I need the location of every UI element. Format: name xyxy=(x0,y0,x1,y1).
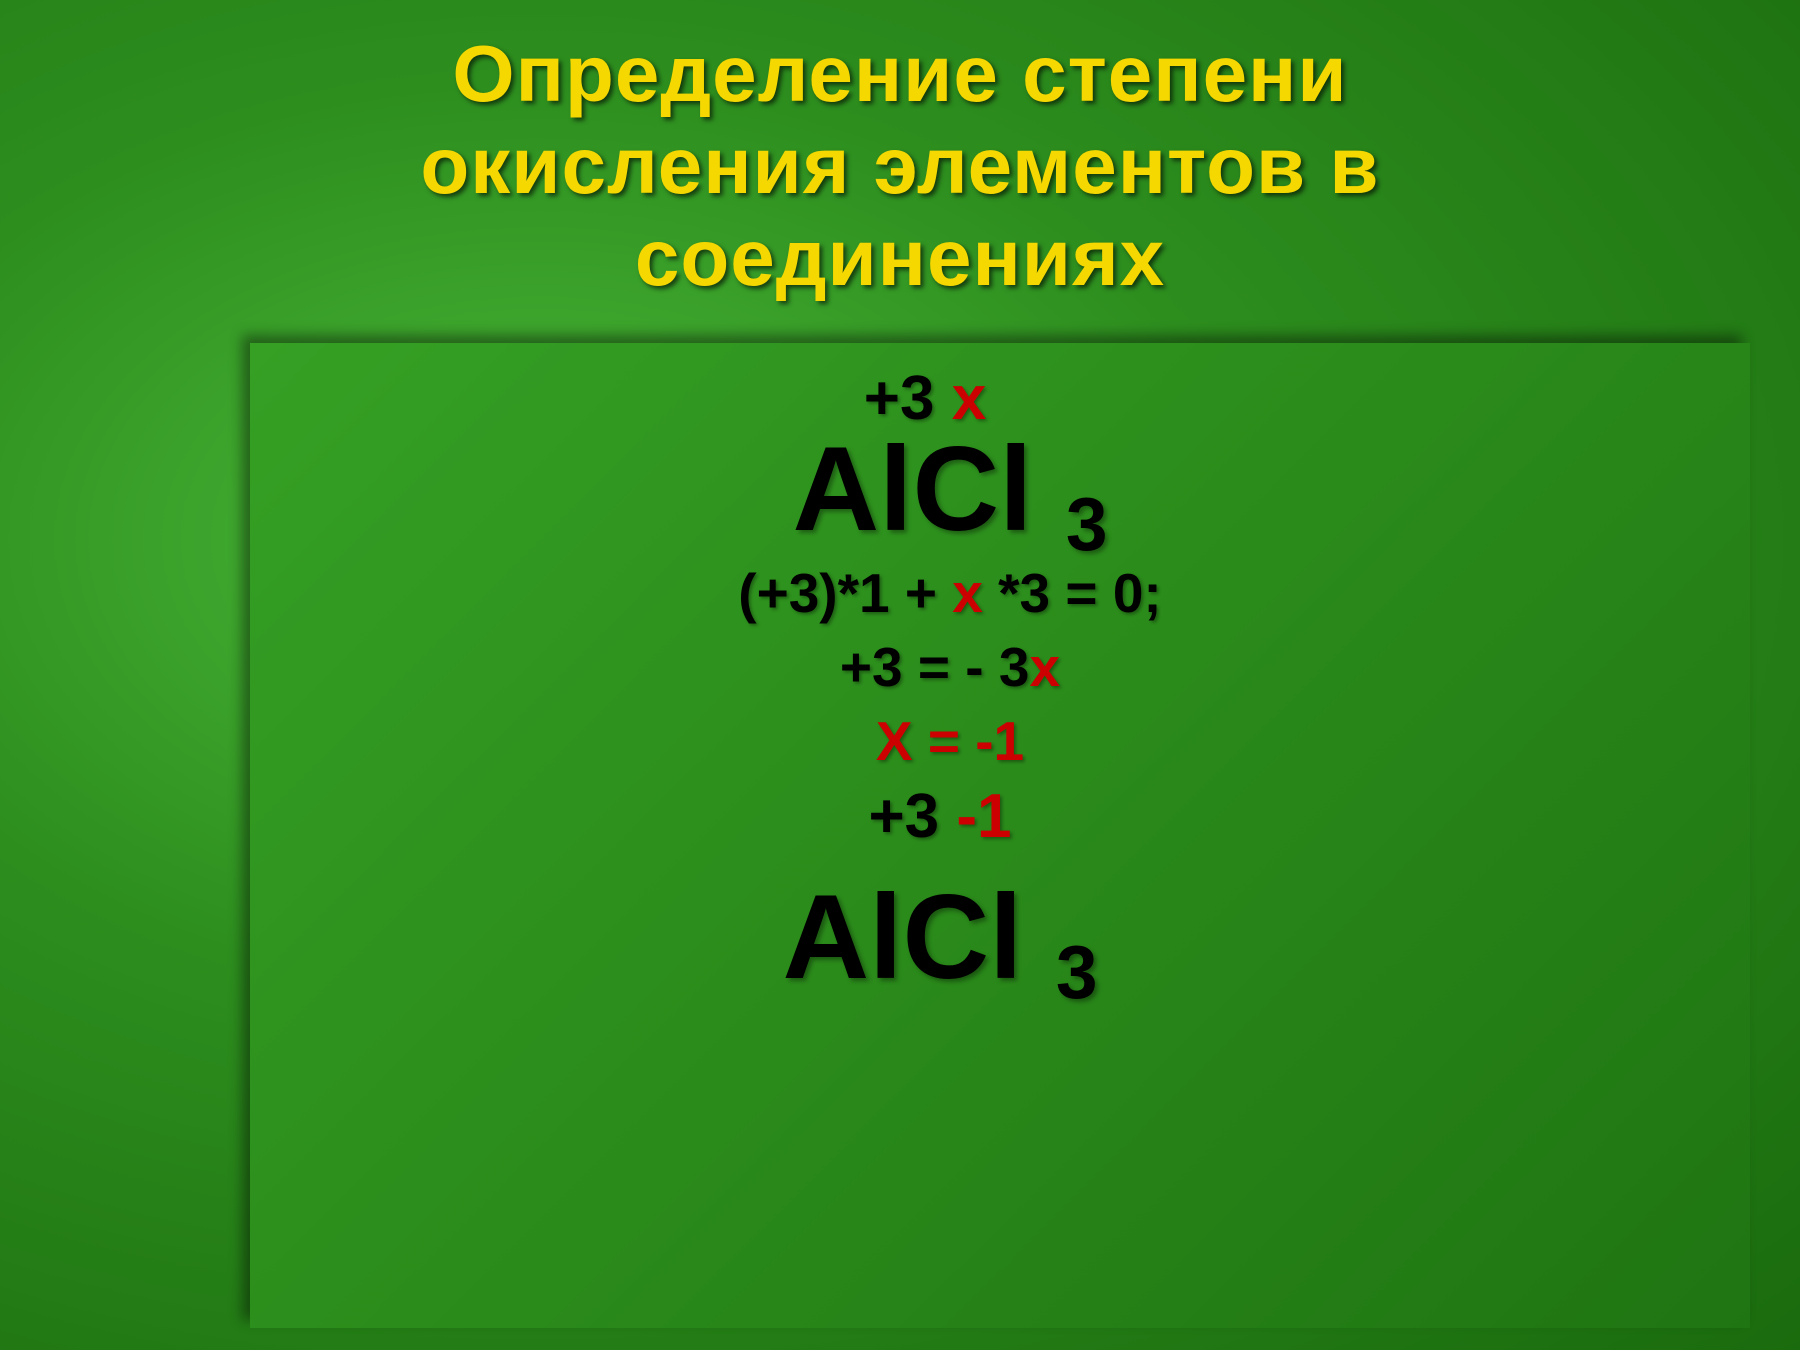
eq1-unknown: х xyxy=(952,562,983,624)
equation-line-1: (+3)*1 + х *3 = 0; xyxy=(150,561,1750,625)
eq2-part1: +3 = - 3 xyxy=(840,636,1030,698)
formula1-subscript: 3 xyxy=(1066,482,1108,566)
formula2-subscript: 3 xyxy=(1056,930,1098,1014)
oxidation-bottom-cl: -1 xyxy=(956,782,1011,851)
slide-container: Определение степени окисления элементов … xyxy=(0,0,1800,1350)
eq1-part2: *3 = 0; xyxy=(983,562,1162,624)
result-line: Х = -1 xyxy=(150,709,1750,773)
content-box: +3 х AlCl 3 (+3)*1 + х *3 = 0; +3 = - 3х… xyxy=(250,343,1750,1328)
eq2-unknown: х xyxy=(1029,636,1060,698)
oxidation-bottom-al: +3 xyxy=(868,782,956,851)
equation-line-2: +3 = - 3х xyxy=(150,635,1750,699)
chemical-formula-1: AlCl 3 xyxy=(150,429,1750,549)
chemical-formula-2: AlCl 3 xyxy=(130,877,1750,997)
formula2-text: AlCl xyxy=(782,870,1055,1004)
slide-title: Определение степени окисления элементов … xyxy=(0,0,1800,304)
formula1-text: AlCl xyxy=(792,422,1065,556)
eq1-part1: (+3)*1 + xyxy=(738,562,952,624)
title-line-2: окисления элементов в xyxy=(0,120,1800,212)
content-inner: +3 х AlCl 3 (+3)*1 + х *3 = 0; +3 = - 3х… xyxy=(250,343,1750,997)
title-line-3: соединениях xyxy=(0,212,1800,304)
oxidation-states-bottom: +3 -1 xyxy=(130,781,1750,852)
title-line-1: Определение степени xyxy=(0,28,1800,120)
